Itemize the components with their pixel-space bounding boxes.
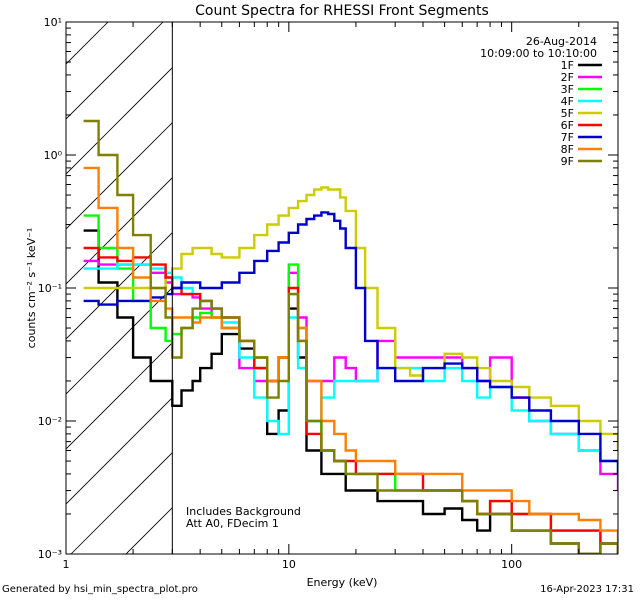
annotation-background: Includes Background — [186, 505, 301, 518]
legend-label-4f: 4F — [561, 95, 574, 108]
hatch-line — [621, 0, 640, 554]
series-line-2f — [83, 259, 618, 491]
legend-label-8f: 8F — [561, 143, 574, 156]
legend-label-3f: 3F — [561, 83, 574, 96]
y-tick-label: 10¹ — [44, 16, 62, 29]
legend-label-9f: 9F — [561, 155, 574, 168]
y-axis-label: counts cm⁻² s⁻¹ keV⁻¹ — [25, 228, 38, 349]
hatch-line — [0, 0, 121, 554]
legend-label-1f: 1F — [561, 59, 574, 72]
series-line-8f — [83, 166, 618, 544]
generated-by-label: Generated by hsi_min_spectra_plot.pro — [2, 584, 198, 595]
hatch-line — [346, 0, 640, 554]
y-tick-label: 10⁻³ — [38, 548, 62, 561]
legend-label-2f: 2F — [561, 71, 574, 84]
legend-label-5f: 5F — [561, 107, 574, 120]
time-range-label: 10:09:00 to 10:10:00 — [480, 47, 597, 60]
series-line-5f — [83, 186, 618, 451]
legend-label-6f: 6F — [561, 119, 574, 132]
hatch-line — [70, 452, 173, 554]
series-line-6f — [83, 246, 618, 554]
series-line-3f — [83, 214, 618, 554]
hatch-line — [236, 0, 640, 554]
y-tick-label: 10⁰ — [44, 149, 63, 162]
x-tick-label: 100 — [501, 558, 522, 571]
series-line-9f — [83, 119, 618, 554]
hatch-line — [66, 177, 173, 285]
axis-ticks: 1 10 100 10¹ 10⁰ 10⁻¹ 10⁻² 10⁻³ — [38, 16, 619, 571]
hatch-line — [66, 22, 109, 65]
legend-label-7f: 7F — [561, 131, 574, 144]
hatch-line — [456, 0, 640, 554]
x-tick-label: 1 — [63, 558, 70, 571]
x-tick-label: 10 — [282, 558, 296, 571]
hatch-line — [291, 0, 640, 554]
hatch-line — [66, 287, 173, 395]
series-line-7f — [83, 211, 618, 474]
y-tick-label: 10⁻¹ — [38, 282, 62, 295]
x-axis-label: Energy (keV) — [307, 576, 378, 589]
hatch-line — [66, 232, 173, 340]
hatch-line — [66, 397, 173, 505]
series-line-1f — [83, 229, 618, 554]
y-tick-label: 10⁻² — [38, 415, 62, 428]
annotation-attenuator: Att A0, FDecim 1 — [186, 517, 279, 530]
timestamp-label: 16-Apr-2023 17:31 — [540, 584, 634, 595]
hatch-line — [566, 0, 640, 554]
excluded-energy-region — [0, 0, 640, 554]
hatch-line — [401, 0, 640, 554]
hatch-line — [66, 22, 164, 120]
hatch-line — [511, 0, 640, 554]
hatch-line — [66, 342, 173, 450]
date-label: 26-Aug-2014 — [526, 35, 597, 48]
chart-title: Count Spectra for RHESSI Front Segments — [195, 3, 489, 19]
